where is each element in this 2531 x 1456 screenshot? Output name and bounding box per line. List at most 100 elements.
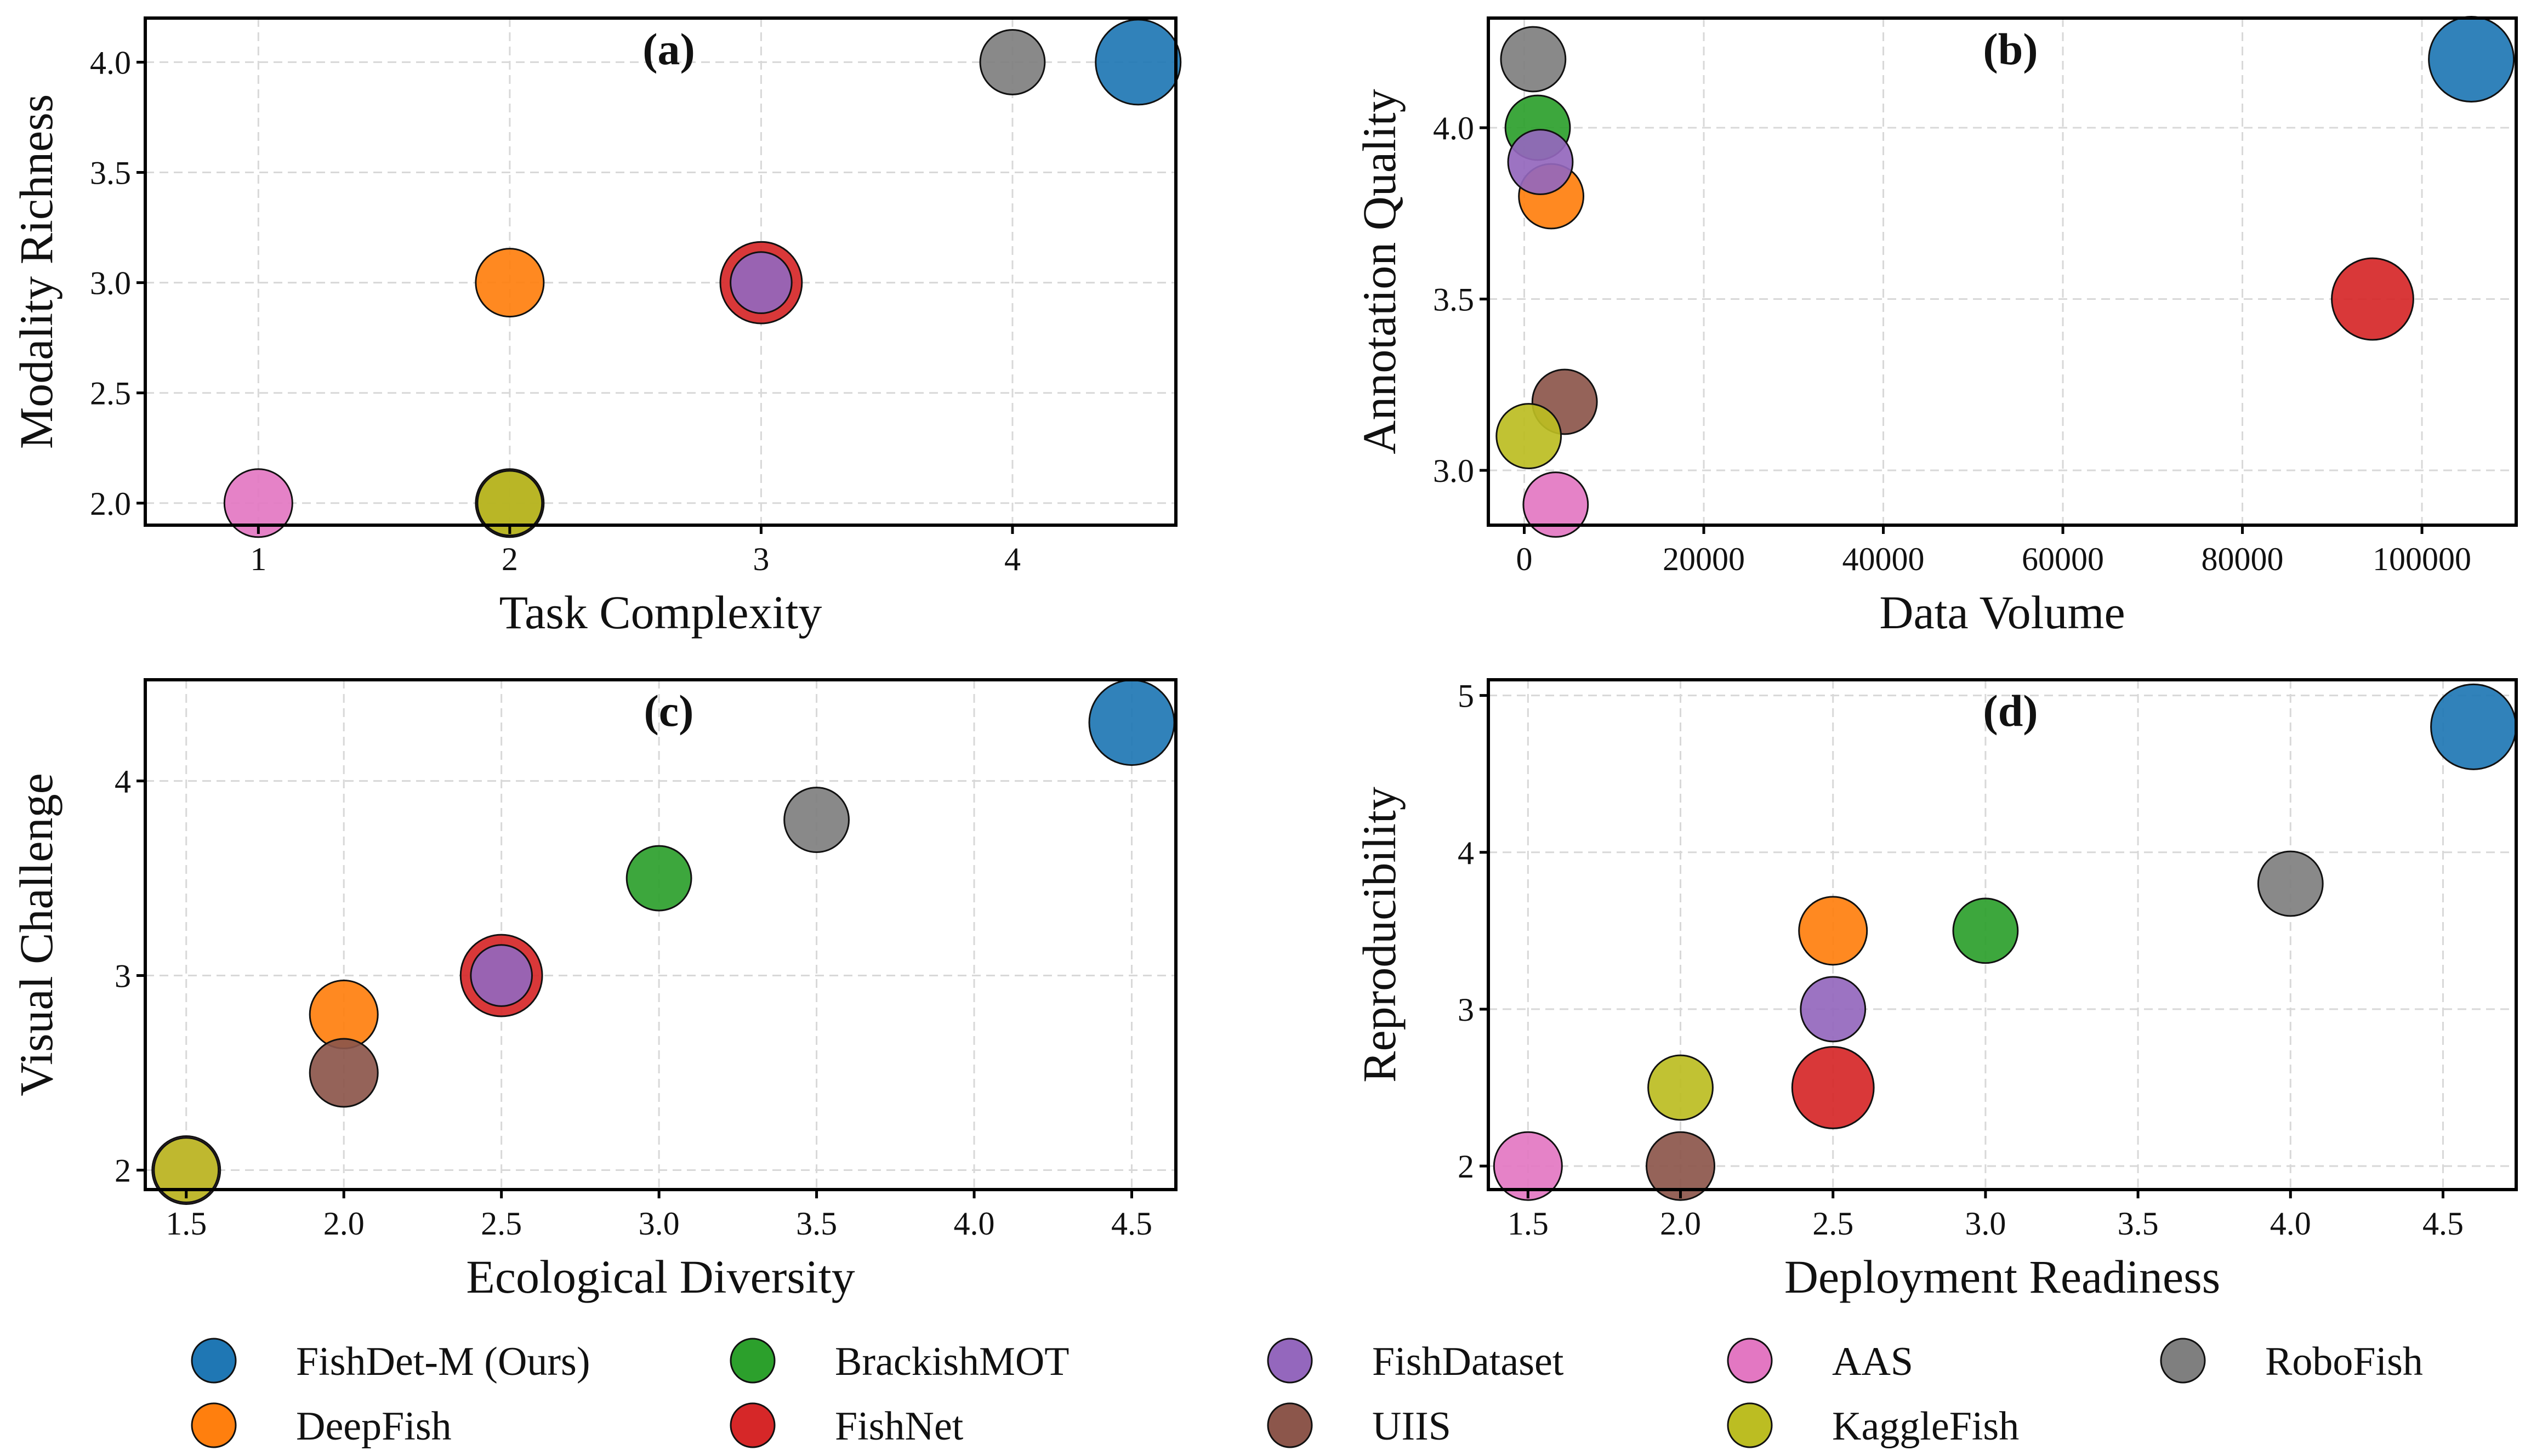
panel-label: (a): [642, 24, 695, 74]
bubble-brackishmot: [625, 845, 692, 912]
bubble-kagglefish: [153, 1137, 220, 1203]
bubble-fishdet-m-ours: [2430, 683, 2517, 770]
legend-label: RoboFish: [2265, 1339, 2423, 1384]
y-tick-label: 2.5: [90, 376, 131, 412]
bubble-kagglefish: [1495, 403, 1562, 469]
legend-item: KaggleFish: [1727, 1402, 2019, 1449]
bubble-robofish: [1500, 26, 1567, 93]
chart-panels: 1 2 3 4 2.0 2.5 3.0 3.5 4.0 Task Complexity Modali…: [10, 16, 2518, 1303]
y-axis-label: Reproducibility: [1353, 787, 1406, 1083]
legend-item: BrackishMOT: [730, 1338, 1070, 1384]
bubble-aas: [223, 468, 293, 538]
bubble-robofish: [783, 787, 850, 853]
y-tick-label: 4: [115, 764, 131, 800]
x-axis-label: Data Volume: [1879, 586, 2125, 639]
legend-marker: [2160, 1338, 2206, 1384]
bubble-fishdet-m-ours: [1088, 679, 1175, 766]
y-axis-label: Visual Challenge: [10, 773, 62, 1096]
x-tick-label: 20000: [1663, 541, 1745, 577]
legend-marker: [191, 1402, 237, 1448]
x-tick-label: 3.5: [2118, 1205, 2159, 1242]
x-tick-label: 3.5: [796, 1205, 837, 1242]
y-tick-label: 3.5: [90, 155, 131, 191]
legend-label: FishDataset: [1372, 1339, 1564, 1384]
panel-label: (d): [1983, 686, 2038, 736]
legend-marker: [1727, 1338, 1773, 1384]
legend-item: FishDet-M (Ours): [191, 1338, 590, 1384]
y-tick-label: 3: [115, 958, 131, 994]
legend-label: FishDet-M (Ours): [296, 1339, 590, 1384]
y-tick-label: 4: [1458, 835, 1474, 871]
x-tick-label: 2.0: [323, 1205, 365, 1242]
y-tick-label: 3.0: [90, 265, 131, 302]
plot-frame: [1487, 16, 2518, 527]
y-axis-label: Modality Richness: [10, 94, 62, 449]
bubble-fishdataset: [1507, 129, 1574, 195]
panel-label: (c): [644, 686, 693, 736]
plot-frame: [1487, 678, 2518, 1191]
bubble-uiis: [309, 1038, 379, 1108]
y-tick-label: 3.5: [1433, 282, 1474, 318]
y-tick-label: 2: [115, 1153, 131, 1189]
bubble-robofish: [2257, 850, 2324, 917]
legend-item: UIIS: [1267, 1402, 1451, 1449]
x-tick-label: 3.0: [639, 1205, 680, 1242]
y-tick-label: 2.0: [90, 486, 131, 522]
legend-label: DeepFish: [296, 1404, 452, 1449]
bubble-fishnet: [2331, 257, 2414, 341]
x-tick-label: 40000: [1842, 541, 1925, 577]
legend-item: FishDataset: [1267, 1338, 1564, 1384]
legend-label: BrackishMOT: [835, 1339, 1070, 1384]
legend: FishDet-M (Ours) DeepFish BrackishMOT FishN…: [191, 1338, 2423, 1449]
y-tick-label: 4.0: [1433, 110, 1474, 146]
legend-marker: [1727, 1402, 1773, 1448]
y-tick-label: 2: [1458, 1148, 1474, 1185]
panel-1: 1 2 3 4 2.0 2.5 3.0 3.5 4.0 Task Complexity Modali…: [10, 16, 1182, 639]
x-axis-label: Task Complexity: [499, 586, 822, 639]
legend-marker: [1267, 1338, 1313, 1384]
y-axis-label: Annotation Quality: [1353, 89, 1406, 454]
x-tick-label: 3.0: [1965, 1205, 2006, 1242]
legend-item: RoboFish: [2160, 1338, 2423, 1384]
x-tick-label: 80000: [2202, 541, 2284, 577]
x-tick-label: 4.5: [1111, 1205, 1152, 1242]
y-tick-label: 4.0: [90, 44, 131, 81]
x-axis-label: Deployment Readiness: [1784, 1250, 2220, 1303]
bubble-fishdataset: [470, 944, 533, 1007]
x-tick-label: 4.0: [2270, 1205, 2311, 1242]
y-tick-label: 3.0: [1433, 453, 1474, 489]
x-tick-label: 4: [1004, 541, 1021, 577]
y-tick-label: 5: [1458, 678, 1474, 714]
bubble-robofish: [979, 29, 1046, 95]
panel-2: 0 20000 40000 60000 80000 100000 3.0 3.5 4.0 Data…: [1353, 16, 2518, 639]
bubble-fishdataset: [1800, 976, 1867, 1043]
x-tick-label: 1: [250, 541, 266, 577]
bubble-deepfish: [475, 248, 545, 318]
x-tick-label: 4.5: [2422, 1205, 2464, 1242]
panel-3: 1.5 2.0 2.5 3.0 3.5 4.0 4.5 2 3 4 Ecological Diver…: [10, 678, 1178, 1303]
legend-marker: [730, 1402, 776, 1448]
panel-4: 1.5 2.0 2.5 3.0 3.5 4.0 4.5 2 3 4 5 Deployment Read…: [1353, 678, 2518, 1303]
bubble-aas: [1522, 471, 1589, 538]
x-tick-label: 100000: [2373, 541, 2471, 577]
x-tick-label: 3: [753, 541, 769, 577]
bubble-brackishmot: [1952, 897, 2019, 964]
bubble-fishnet: [1791, 1046, 1875, 1129]
x-axis-label: Ecological Diversity: [466, 1250, 855, 1303]
x-tick-label: 2.5: [1812, 1205, 1853, 1242]
bubble-kagglefish: [1647, 1054, 1714, 1121]
x-tick-label: 2: [502, 541, 518, 577]
legend-label: KaggleFish: [1832, 1404, 2019, 1449]
bubble-uiis: [1646, 1131, 1716, 1201]
legend-label: AAS: [1832, 1339, 1913, 1384]
bubble-fishdet-m-ours: [2428, 16, 2515, 103]
legend-item: DeepFish: [191, 1402, 452, 1449]
bubble-fishdet-m-ours: [1095, 19, 1182, 106]
legend-marker: [1267, 1402, 1313, 1448]
x-tick-label: 0: [1516, 541, 1533, 577]
x-tick-label: 1.5: [1508, 1205, 1549, 1242]
plot-frame: [144, 678, 1178, 1191]
bubble-deepfish: [1798, 896, 1868, 966]
legend-label: FishNet: [835, 1404, 964, 1449]
